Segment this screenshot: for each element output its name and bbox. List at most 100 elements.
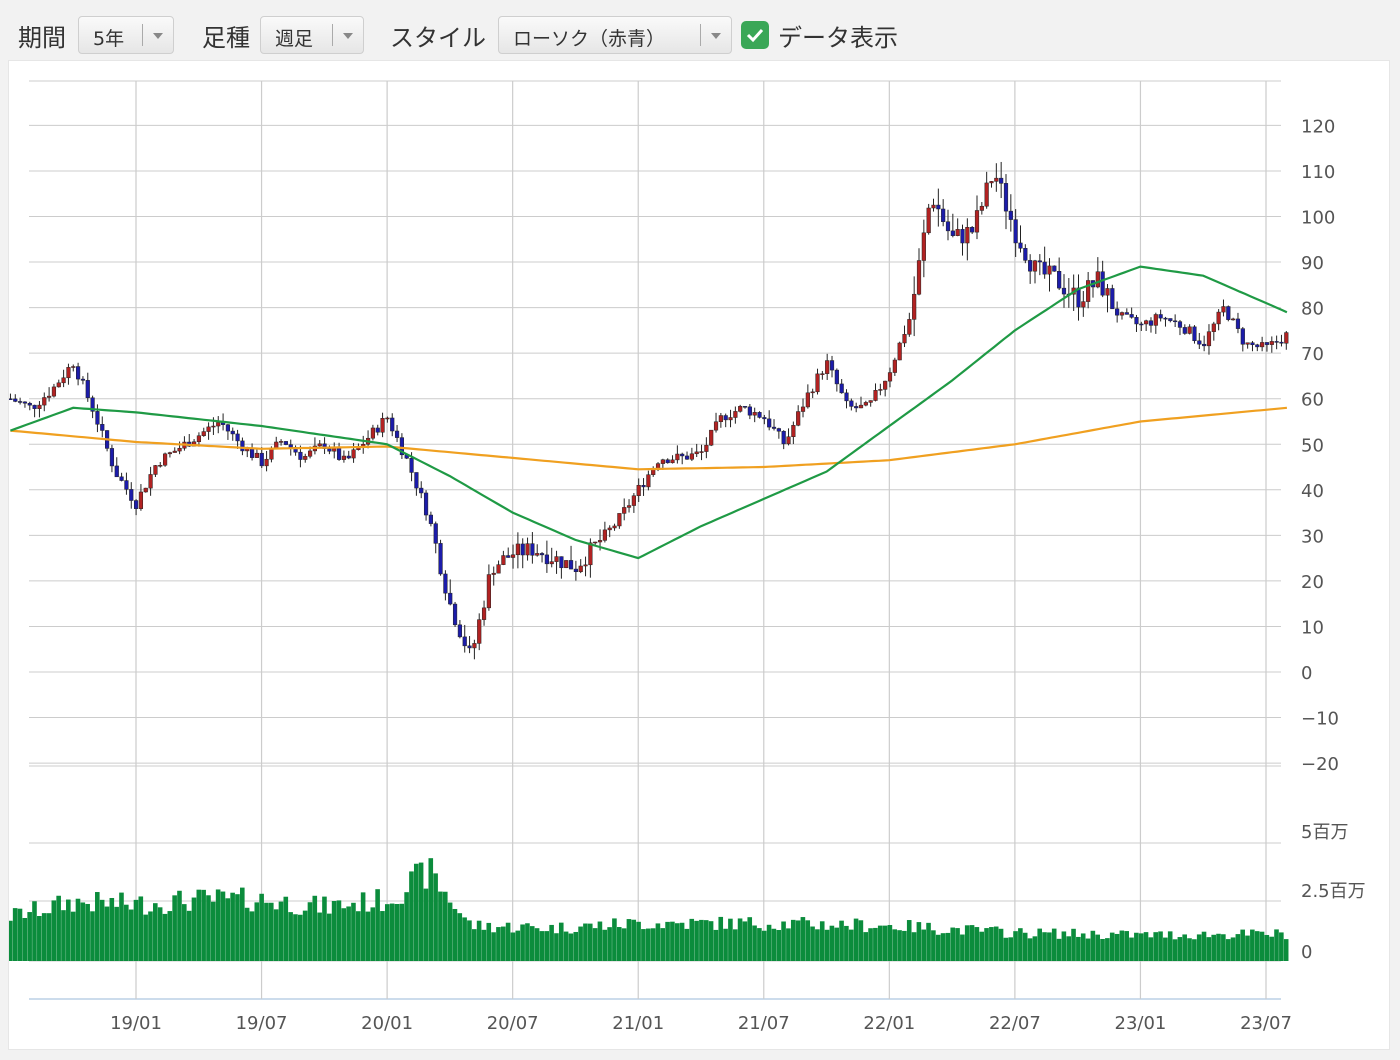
candle-up — [791, 425, 796, 437]
candle-down — [1226, 306, 1231, 320]
candle-up — [612, 525, 617, 529]
candle-up — [858, 404, 864, 409]
candle-down — [520, 543, 525, 556]
candle-down — [1003, 183, 1009, 212]
candle-up — [965, 227, 970, 244]
period-value: 5年 — [93, 28, 125, 50]
volume-bar — [969, 925, 975, 961]
candle-up — [201, 431, 206, 436]
candle-up — [525, 543, 530, 556]
price-tick-label: −20 — [1301, 754, 1339, 775]
style-select[interactable]: ローソク（赤青） — [498, 16, 732, 54]
volume-bar — [1027, 938, 1033, 961]
candle-down — [839, 383, 844, 394]
candle-down — [124, 480, 129, 490]
volume-bar — [858, 920, 864, 961]
candle-down — [1042, 261, 1047, 275]
candle-down — [448, 592, 453, 605]
volume-bar — [413, 863, 419, 961]
price-tick-label: 70 — [1301, 344, 1324, 365]
candle-down — [298, 451, 303, 460]
volume-bar — [728, 918, 733, 961]
volume-bar — [486, 922, 492, 961]
candle-down — [1115, 308, 1120, 316]
volume-bar — [235, 894, 240, 961]
candle-down — [1158, 314, 1163, 319]
volume-bar — [940, 933, 946, 961]
volume-bar — [839, 920, 844, 961]
candle-up — [602, 529, 607, 541]
volume-bar — [457, 913, 463, 961]
volume-bar — [389, 903, 395, 961]
show-data-checkbox[interactable] — [741, 21, 769, 49]
price-tick-label: 50 — [1301, 435, 1324, 456]
candle-up — [1206, 331, 1212, 347]
volume-bar — [887, 925, 893, 961]
volume-bar — [32, 901, 37, 961]
volume-bar — [587, 923, 593, 961]
volume-bar — [1008, 937, 1014, 961]
volume-bar — [394, 903, 400, 961]
time-tick-label: 23/01 — [1115, 1013, 1167, 1034]
volume-bar — [99, 899, 105, 961]
volume-bar — [554, 933, 559, 961]
volume-bar — [655, 923, 661, 961]
candle-down — [1168, 318, 1173, 322]
volume-bar — [1163, 937, 1168, 961]
candle-down — [457, 624, 462, 638]
volume-tick-label: 5百万 — [1301, 822, 1348, 843]
candle-down — [1182, 327, 1187, 334]
volume-bar — [1279, 932, 1284, 961]
time-tick-label: 21/07 — [738, 1013, 790, 1034]
volume-bar — [268, 902, 274, 961]
candle-down — [1202, 343, 1207, 347]
volume-bar — [1196, 934, 1202, 961]
candle-down — [1018, 242, 1023, 249]
volume-bar — [998, 928, 1004, 961]
candle-down — [433, 523, 438, 544]
candle-down — [829, 360, 835, 371]
volume-bar — [452, 908, 458, 961]
candle-up — [564, 560, 569, 569]
volume-bar — [1061, 931, 1067, 961]
volume-bar — [66, 899, 71, 961]
candle-down — [849, 400, 854, 407]
candle-up — [675, 453, 680, 461]
candle-down — [1100, 271, 1105, 296]
time-tick-label: 19/01 — [110, 1013, 162, 1034]
volume-bar — [868, 928, 873, 961]
candle-up — [1153, 314, 1158, 326]
candle-up — [153, 465, 158, 475]
volume-bar — [404, 892, 409, 961]
candle-up — [815, 373, 820, 393]
volume-bar — [153, 903, 158, 961]
candle-up — [1032, 260, 1038, 272]
candle-down — [1235, 318, 1241, 329]
volume-bar — [752, 925, 757, 961]
candle-up — [303, 456, 308, 460]
period-select[interactable]: 5年 — [78, 16, 174, 54]
candle-down — [684, 455, 690, 460]
candle-down — [1037, 260, 1042, 263]
candle-up — [196, 435, 202, 443]
candle-up — [921, 232, 926, 261]
volume-bar — [1100, 938, 1105, 961]
volume-bar — [1254, 931, 1260, 961]
candle-down — [1052, 265, 1057, 272]
volume-bar — [297, 914, 303, 961]
candle-up — [351, 449, 356, 459]
candle-up — [501, 555, 506, 565]
volume-bar — [109, 897, 115, 961]
candle-up — [47, 395, 52, 398]
interval-select[interactable]: 週足 — [260, 16, 364, 54]
volume-bar — [761, 930, 767, 961]
volume-bar — [428, 858, 434, 961]
volume-bar — [288, 912, 293, 961]
volume-bar — [1090, 930, 1096, 961]
volume-bar — [960, 934, 965, 961]
candle-down — [32, 404, 37, 409]
volume-bar — [1264, 934, 1270, 961]
volume-bar — [9, 920, 13, 961]
volume-bar — [979, 931, 985, 961]
